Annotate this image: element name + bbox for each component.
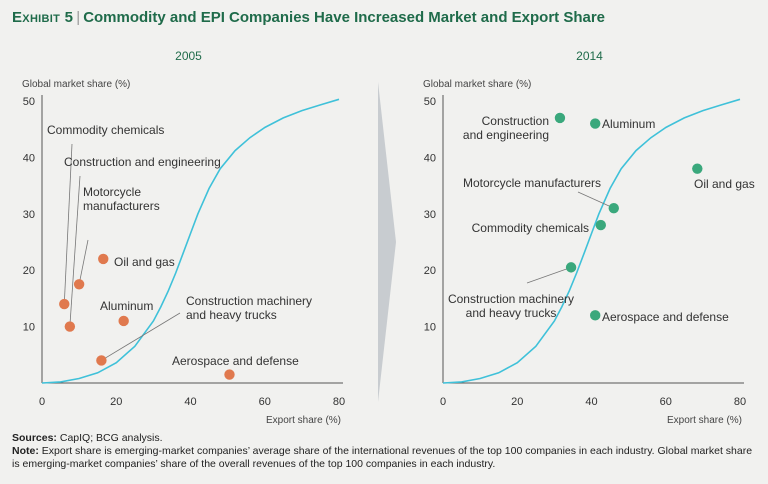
note-text: Export share is emerging-market companie… xyxy=(12,445,753,470)
point-commodity-chemicals xyxy=(595,219,606,231)
y-tick-label: 40 xyxy=(424,152,436,164)
point-label-construction-machinery-and-heavy-trucks: and heavy trucks xyxy=(186,308,277,322)
point-construction-and-engineering xyxy=(554,112,566,124)
x-tick-label: 20 xyxy=(110,396,122,408)
transition-arrow-shape xyxy=(378,82,396,402)
point-label-oil-and-gas: Oil and gas xyxy=(114,255,175,269)
y-tick-label: 30 xyxy=(23,209,35,221)
point-label-construction-machinery-and-heavy-trucks: and heavy trucks xyxy=(466,306,557,320)
point-aerospace-and-defense xyxy=(224,369,235,380)
point-oil-and-gas xyxy=(692,163,703,174)
point-motorcycle-manufacturers xyxy=(73,279,85,290)
leader-line-motorcycle-manufacturers xyxy=(577,191,614,209)
x-tick-label: 20 xyxy=(511,396,523,408)
title-separator: | xyxy=(76,9,81,26)
point-label-construction-and-engineering: and engineering xyxy=(463,128,549,142)
y-tick-label: 10 xyxy=(23,322,35,334)
x-tick-label: 40 xyxy=(585,396,597,408)
point-label-commodity-chemicals: Commodity chemicals xyxy=(47,123,164,137)
point-construction-machinery-and-heavy-trucks xyxy=(565,262,577,273)
x-tick-label: 0 xyxy=(39,396,45,408)
x-tick-label: 80 xyxy=(333,396,345,408)
title-text: Commodity and EPI Companies Have Increas… xyxy=(83,9,606,26)
exhibit-number: Exhibit 5 xyxy=(12,9,74,26)
point-aluminum xyxy=(590,118,601,129)
charts-canvas: 2005 Global market share (%) Export share … xyxy=(22,49,755,426)
leader-line-construction-machinery-and-heavy-trucks xyxy=(101,312,181,361)
trend-curve xyxy=(41,98,340,384)
leader-line-commodity-chemicals xyxy=(63,143,73,305)
y-tick-label: 20 xyxy=(424,265,436,277)
point-label-construction-machinery-and-heavy-trucks: Construction machinery xyxy=(448,292,574,306)
point-commodity-chemicals xyxy=(59,298,70,310)
point-oil-and-gas xyxy=(98,253,109,265)
leader-line-motorcycle-manufacturers xyxy=(78,239,89,285)
point-label-construction-and-engineering: Construction xyxy=(482,114,549,128)
point-label-aluminum: Aluminum xyxy=(602,117,655,131)
chart-2014: 2014 Global market share (%) Export share … xyxy=(423,49,755,426)
point-label-motorcycle-manufacturers: Motorcycle xyxy=(83,185,141,199)
y-tick-label: 40 xyxy=(23,152,35,164)
x-tick-label: 40 xyxy=(184,396,196,408)
y-tick-label: 50 xyxy=(424,96,436,108)
trend-curve xyxy=(442,98,741,384)
x-tick-label: 0 xyxy=(440,396,446,408)
point-motorcycle-manufacturers xyxy=(608,202,619,214)
point-label-aerospace-and-defense: Aerospace and defense xyxy=(172,354,299,368)
sources-label: Sources: xyxy=(12,432,57,444)
y-tick-label: 30 xyxy=(424,209,436,221)
sources-text: CapIQ; BCG analysis. xyxy=(56,432,163,444)
sources-line: Sources: CapIQ; BCG analysis. xyxy=(12,432,756,445)
y-tick-label: 10 xyxy=(424,322,436,334)
point-label-commodity-chemicals: Commodity chemicals xyxy=(472,221,589,235)
point-label-aluminum: Aluminum xyxy=(100,299,153,313)
point-aluminum xyxy=(118,315,129,327)
y-axis-label: Global market share (%) xyxy=(423,79,531,90)
point-label-construction-and-engineering: Construction and engineering xyxy=(64,155,221,169)
note-line: Note: Export share is emerging-market co… xyxy=(12,445,756,471)
point-label-oil-and-gas: Oil and gas xyxy=(694,177,755,191)
y-tick-label: 20 xyxy=(23,265,35,277)
x-axis-label: Export share (%) xyxy=(266,415,341,426)
leader-line-construction-machinery-and-heavy-trucks xyxy=(526,267,572,284)
leader-line-construction-and-engineering xyxy=(69,175,81,327)
x-tick-label: 80 xyxy=(734,396,746,408)
point-construction-machinery-and-heavy-trucks xyxy=(96,355,107,366)
exhibit-title: Exhibit 5 | Commodity and EPI Companies Ha… xyxy=(12,9,605,26)
footer-notes: Sources: CapIQ; BCG analysis. Note: Expo… xyxy=(12,432,756,471)
point-label-motorcycle-manufacturers: Motorcycle manufacturers xyxy=(463,176,601,190)
x-tick-label: 60 xyxy=(660,396,672,408)
point-label-aerospace-and-defense: Aerospace and defense xyxy=(602,310,729,324)
x-tick-label: 60 xyxy=(259,396,271,408)
point-label-construction-machinery-and-heavy-trucks: Construction machinery xyxy=(186,294,312,308)
point-construction-and-engineering xyxy=(64,321,76,332)
x-axis-label: Export share (%) xyxy=(667,415,742,426)
chart-title: 2005 xyxy=(175,49,202,63)
note-label: Note: xyxy=(12,445,39,457)
y-tick-label: 50 xyxy=(23,96,35,108)
point-label-motorcycle-manufacturers: manufacturers xyxy=(83,199,160,213)
chart-2005: 2005 Global market share (%) Export share … xyxy=(22,49,345,426)
point-aerospace-and-defense xyxy=(590,310,601,321)
y-axis-label: Global market share (%) xyxy=(22,79,130,90)
chart-title: 2014 xyxy=(576,49,603,63)
